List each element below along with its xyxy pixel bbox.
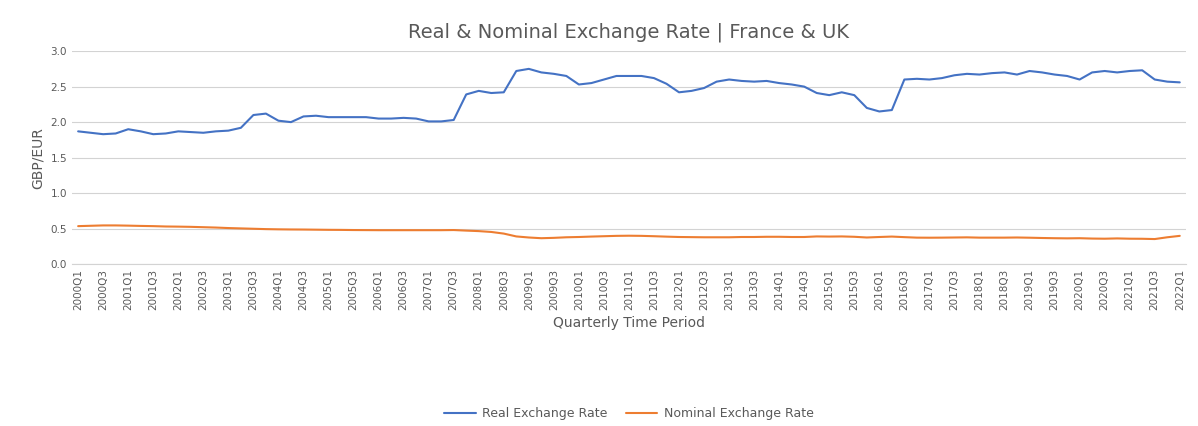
Real Exchange Rate xyxy=(71,129,85,134)
Nominal Exchange Rate xyxy=(509,234,524,239)
Legend: Real Exchange Rate, Nominal Exchange Rate: Real Exchange Rate, Nominal Exchange Rat… xyxy=(440,403,818,426)
Nominal Exchange Rate xyxy=(309,227,323,232)
Nominal Exchange Rate xyxy=(1148,236,1162,242)
Real Exchange Rate xyxy=(222,128,236,133)
Real Exchange Rate xyxy=(196,130,211,135)
Nominal Exchange Rate xyxy=(1060,236,1075,241)
Real Exchange Rate xyxy=(1072,77,1087,82)
Y-axis label: GBP/EUR: GBP/EUR xyxy=(31,127,44,189)
Nominal Exchange Rate xyxy=(1173,233,1187,239)
X-axis label: Quarterly Time Period: Quarterly Time Period xyxy=(553,316,704,330)
Real Exchange Rate xyxy=(1173,80,1187,85)
Real Exchange Rate xyxy=(509,69,524,74)
Real Exchange Rate xyxy=(659,81,673,86)
Real Exchange Rate xyxy=(309,113,323,118)
Nominal Exchange Rate xyxy=(96,223,110,228)
Line: Nominal Exchange Rate: Nominal Exchange Rate xyxy=(78,225,1180,239)
Nominal Exchange Rate xyxy=(71,224,85,229)
Nominal Exchange Rate xyxy=(222,225,236,230)
Nominal Exchange Rate xyxy=(647,233,661,239)
Real Exchange Rate xyxy=(96,132,110,137)
Nominal Exchange Rate xyxy=(196,225,211,230)
Title: Real & Nominal Exchange Rate | France & UK: Real & Nominal Exchange Rate | France & … xyxy=(409,22,849,42)
Line: Real Exchange Rate: Real Exchange Rate xyxy=(78,69,1180,134)
Real Exchange Rate xyxy=(521,66,536,72)
